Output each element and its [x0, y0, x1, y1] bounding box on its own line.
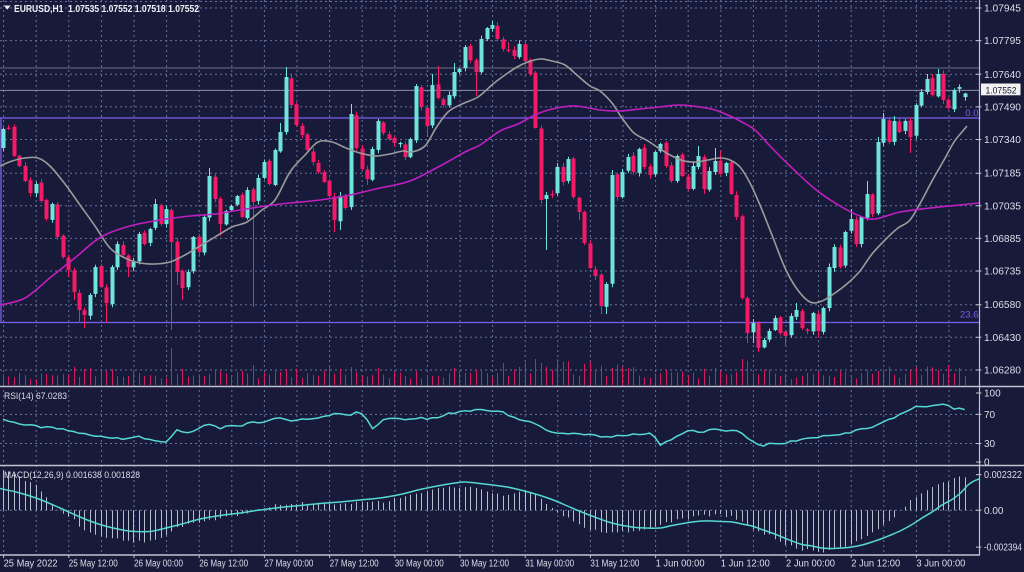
- svg-text:1.07552: 1.07552: [986, 85, 1017, 96]
- svg-text:1.06280: 1.06280: [984, 366, 1021, 377]
- svg-text:0.00: 0.00: [984, 506, 1004, 517]
- svg-text:23.6: 23.6: [960, 310, 979, 321]
- svg-text:27 May 12:00: 27 May 12:00: [330, 559, 379, 570]
- svg-text:0.0: 0.0: [965, 108, 978, 119]
- svg-text:1.06580: 1.06580: [984, 300, 1021, 311]
- svg-text:70: 70: [984, 410, 996, 421]
- svg-text:RSI(14) 67.0283: RSI(14) 67.0283: [4, 391, 67, 402]
- svg-text:MACD(12,26,9) 0.001638 0.00182: MACD(12,26,9) 0.001638 0.001828: [4, 470, 140, 481]
- svg-text:1.06885: 1.06885: [984, 234, 1021, 245]
- svg-text:30 May 00:00: 30 May 00:00: [395, 559, 444, 570]
- svg-text:100: 100: [984, 389, 1001, 400]
- svg-text:1 Jun 00:00: 1 Jun 00:00: [656, 559, 705, 570]
- svg-text:0: 0: [984, 458, 990, 469]
- svg-text:30: 30: [984, 439, 996, 450]
- svg-text:1.06735: 1.06735: [984, 267, 1021, 278]
- svg-text:30 May 12:00: 30 May 12:00: [460, 559, 509, 570]
- svg-text:0.002322: 0.002322: [984, 470, 1022, 481]
- svg-text:1.07340: 1.07340: [984, 135, 1021, 146]
- svg-text:1.06430: 1.06430: [984, 333, 1021, 344]
- svg-text:25 May 2022: 25 May 2022: [4, 559, 58, 570]
- svg-text:2 Jun 12:00: 2 Jun 12:00: [851, 559, 900, 570]
- svg-text:31 May 00:00: 31 May 00:00: [525, 559, 574, 570]
- svg-text:1.07185: 1.07185: [984, 169, 1021, 180]
- svg-text:27 May 00:00: 27 May 00:00: [264, 559, 313, 570]
- svg-text:31 May 12:00: 31 May 12:00: [590, 559, 639, 570]
- svg-text:1.07945: 1.07945: [984, 4, 1021, 15]
- svg-text:1.07640: 1.07640: [984, 70, 1021, 81]
- svg-text:EURUSD,H1 1.07535 1.07552 1.0: EURUSD,H1 1.07535 1.07552 1.07518 1.0755…: [14, 4, 199, 15]
- svg-text:1.07795: 1.07795: [984, 36, 1021, 47]
- svg-text:1.07490: 1.07490: [984, 102, 1021, 113]
- svg-text:26 May 00:00: 26 May 00:00: [134, 559, 183, 570]
- svg-text:1 Jun 12:00: 1 Jun 12:00: [721, 559, 770, 570]
- svg-text:26 May 12:00: 26 May 12:00: [199, 559, 248, 570]
- svg-text:1.07035: 1.07035: [984, 201, 1021, 212]
- svg-text:25 May 12:00: 25 May 12:00: [69, 559, 118, 570]
- svg-text:3 Jun 00:00: 3 Jun 00:00: [916, 559, 965, 570]
- svg-text:-0.002394: -0.002394: [984, 543, 1022, 554]
- svg-text:2 Jun 00:00: 2 Jun 00:00: [786, 559, 835, 570]
